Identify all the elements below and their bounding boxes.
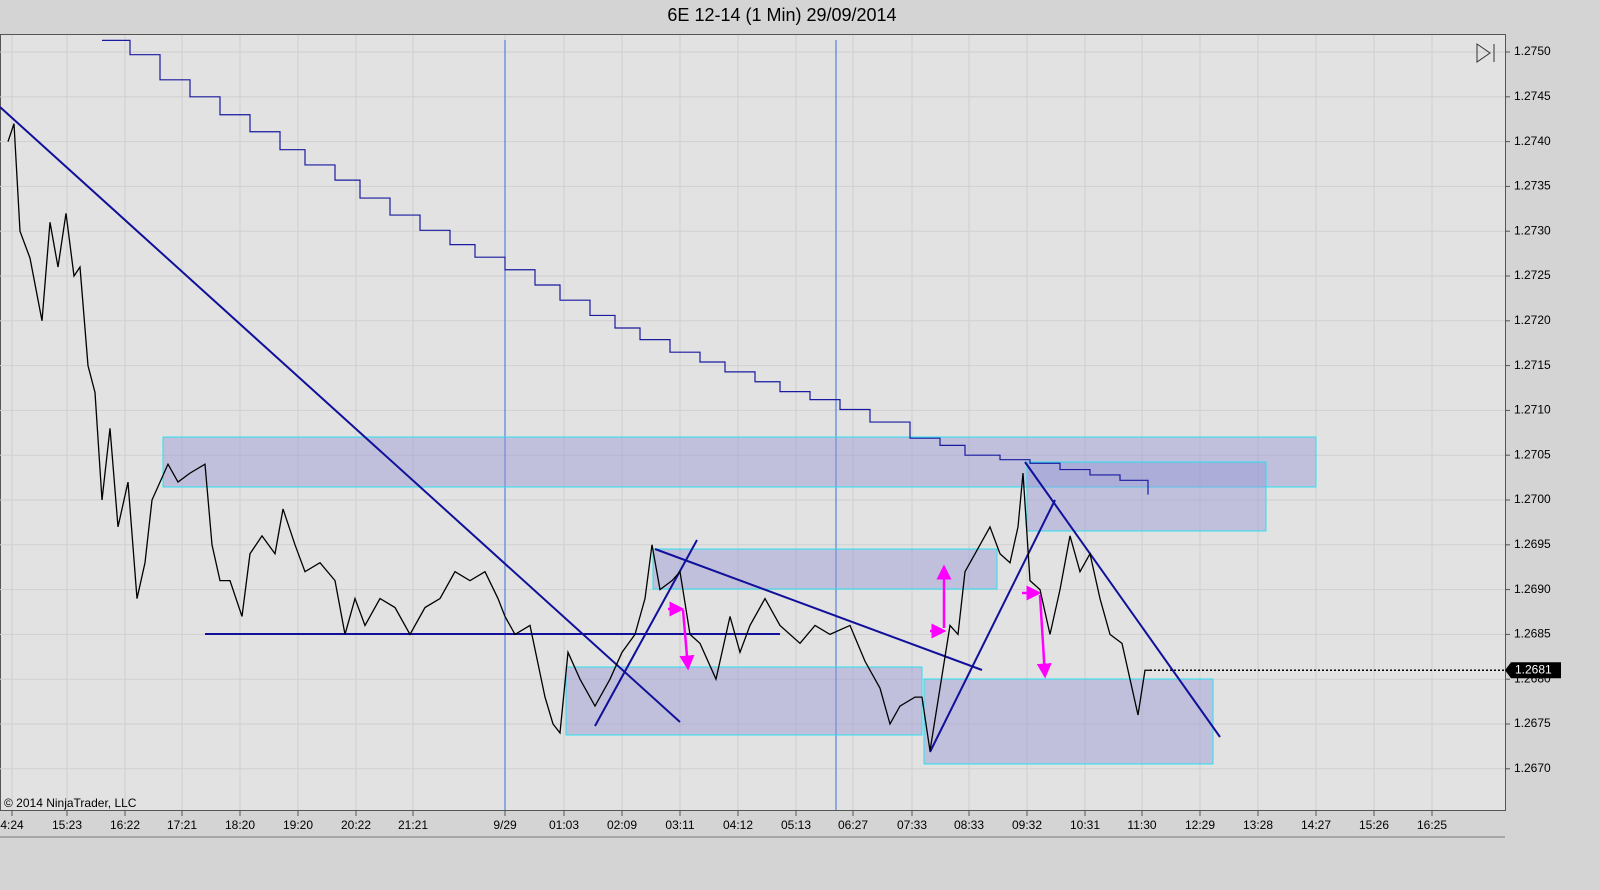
y-tick-label: 1.2715 (1514, 358, 1551, 372)
last-price-tag (1505, 662, 1561, 679)
y-tick-label: 1.2735 (1514, 179, 1551, 193)
y-tick-label: 1.2690 (1514, 582, 1551, 596)
last-price-label: 1.2681 (1515, 662, 1552, 676)
price-line (102, 39, 1149, 495)
x-tick-label: 01:03 (549, 818, 579, 832)
zone (652, 548, 998, 590)
x-tick-label: 16:22 (110, 818, 140, 832)
zone (565, 666, 923, 736)
y-tick-label: 1.2725 (1514, 268, 1551, 282)
x-tick-label: 13:28 (1243, 818, 1273, 832)
x-tick-label: 20:22 (341, 818, 371, 832)
x-tick-label: 09:32 (1012, 818, 1042, 832)
x-tick-label: 9/29 (493, 818, 517, 832)
y-tick-label: 1.2710 (1514, 403, 1551, 417)
trendline (0, 106, 681, 723)
trendline (929, 499, 1056, 753)
x-tick-label: 14:27 (1301, 818, 1331, 832)
arrow (1036, 594, 1052, 679)
x-tick-label: 11:30 (1127, 818, 1156, 832)
x-tick-label: 21:21 (398, 818, 428, 832)
plot-area (0, 34, 1506, 811)
x-tick-label: 4:24 (0, 818, 24, 832)
x-tick-label: 12:29 (1185, 818, 1215, 832)
y-tick-label: 1.2685 (1514, 627, 1551, 641)
series (7, 39, 1150, 751)
play-icon[interactable] (1476, 43, 1495, 63)
drawings (0, 40, 1317, 810)
arrows (668, 564, 1052, 679)
x-tick-label: 10:31 (1070, 818, 1100, 832)
y-tick-label: 1.2670 (1514, 761, 1551, 775)
y-tick-label: 1.2745 (1514, 89, 1551, 103)
x-tick-label: 04:12 (723, 818, 753, 832)
y-tick-label: 1.2720 (1514, 313, 1551, 327)
trendline (654, 548, 983, 671)
y-tick-label: 1.2700 (1514, 492, 1551, 506)
x-tick-label: 06:27 (838, 818, 868, 832)
x-tick-label: 08:33 (954, 818, 984, 832)
x-tick-label: 07:33 (897, 818, 927, 832)
y-tick-label: 1.2730 (1514, 223, 1551, 237)
copyright: © 2014 NinjaTrader, LLC (4, 796, 137, 810)
zones (162, 436, 1317, 765)
price-line (7, 123, 1150, 751)
x-tick-label: 19:20 (283, 818, 313, 832)
x-tick-label: 15:23 (52, 818, 82, 832)
y-tick-label: 1.2750 (1514, 44, 1551, 58)
y-tick-label: 1.2675 (1514, 716, 1551, 730)
y-tick-label: 1.2695 (1514, 537, 1551, 551)
x-tick-label: 05:13 (781, 818, 811, 832)
grid (0, 35, 1505, 810)
y-tick-label: 1.2705 (1514, 447, 1551, 461)
x-tick-label: 03:11 (665, 818, 694, 832)
x-tick-label: 16:25 (1417, 818, 1447, 832)
zone (923, 678, 1214, 765)
x-tick-label: 17:21 (167, 818, 197, 832)
chart-title: 6E 12-14 (1 Min) 29/09/2014 (667, 5, 896, 25)
x-tick-label: 18:20 (225, 818, 255, 832)
arrow (679, 609, 695, 671)
x-tick-label: 15:26 (1359, 818, 1389, 832)
zone (1026, 461, 1267, 532)
x-tick-label: 02:09 (607, 818, 637, 832)
y-tick-label: 1.2740 (1514, 134, 1551, 148)
trendline (1024, 461, 1221, 738)
